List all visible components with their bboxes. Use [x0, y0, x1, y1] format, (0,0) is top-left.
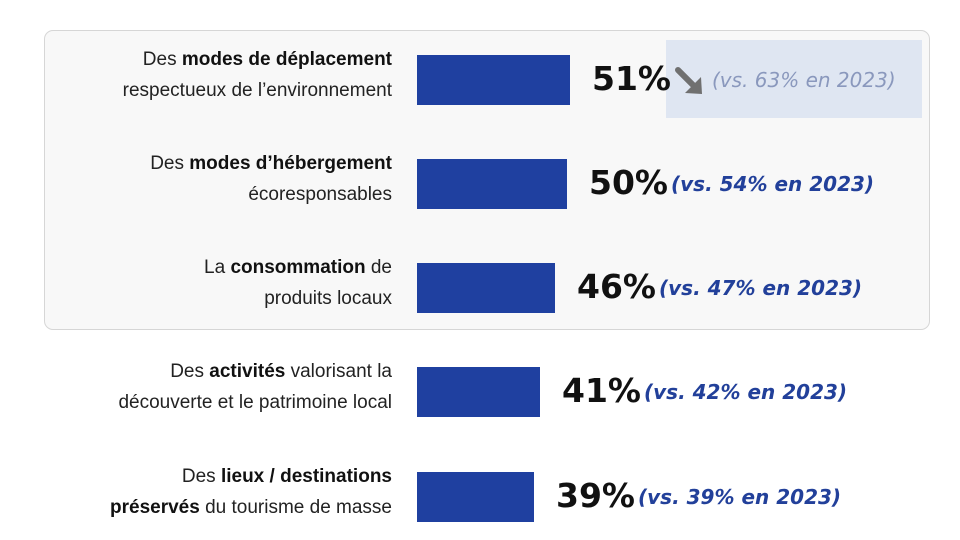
bar	[417, 263, 555, 313]
arrow-down-right-icon	[675, 67, 702, 94]
category-label-line: découverte et le patrimoine local	[32, 387, 392, 418]
label-bold-text: activités	[209, 361, 286, 382]
trend-highlight-box	[666, 40, 922, 118]
category-label-line: Des lieux / destinations	[32, 461, 392, 492]
category-label: Des modes de déplacement respectueux de l…	[32, 44, 392, 106]
category-label-line: produits locaux	[32, 283, 392, 314]
label-text: respectueux de l’environnement	[122, 80, 392, 101]
comparison-label: (vs. 47% en 2023)	[659, 276, 863, 300]
chart-row: Des lieux / destinations préservés du tou…	[0, 461, 960, 531]
label-text: Des	[142, 49, 182, 70]
category-label-line: La consommation de	[32, 252, 392, 283]
chart-row: La consommation de produits locaux 46% (vs.…	[0, 252, 960, 322]
category-label-line: écoresponsables	[32, 179, 392, 210]
bar	[417, 472, 534, 522]
label-text: Des	[150, 153, 190, 174]
label-text: La	[204, 257, 231, 278]
value-label: 51%	[592, 59, 671, 98]
comparison-label: (vs. 63% en 2023)	[712, 68, 896, 92]
category-label-line: préservés du tourisme de masse	[32, 492, 392, 523]
label-bold-text: modes d’hébergement	[189, 153, 392, 174]
category-label: Des modes d’hébergement écoresponsables	[32, 148, 392, 210]
value-label: 41%	[562, 371, 641, 410]
chart-row: Des modes de déplacement respectueux de l…	[0, 44, 960, 114]
bar	[417, 367, 540, 417]
label-text: découverte et le patrimoine local	[118, 392, 392, 413]
label-bold-text: lieux / destinations	[220, 466, 392, 487]
label-text: Des	[170, 361, 210, 382]
category-label-line: Des activités valorisant la	[32, 356, 392, 387]
label-text: de	[365, 257, 392, 278]
label-text: du tourisme de masse	[199, 497, 392, 518]
chart-row: Des activités valorisant la découverte et…	[0, 356, 960, 426]
label-bold-text: consommation	[230, 257, 366, 278]
category-label: Des activités valorisant la découverte et…	[32, 356, 392, 418]
label-text: écoresponsables	[248, 184, 392, 205]
category-label-line: respectueux de l’environnement	[32, 75, 392, 106]
category-label-line: Des modes d’hébergement	[32, 148, 392, 179]
label-bold-text: préservés	[110, 497, 200, 518]
label-bold-text: modes de déplacement	[181, 49, 392, 70]
value-label: 50%	[589, 163, 668, 202]
value-label: 39%	[556, 476, 635, 515]
category-label: Des lieux / destinations préservés du tou…	[32, 461, 392, 523]
comparison-label: (vs. 54% en 2023)	[671, 172, 875, 196]
comparison-label: (vs. 39% en 2023)	[638, 485, 842, 509]
comparison-label: (vs. 42% en 2023)	[644, 380, 848, 404]
category-label: La consommation de produits locaux	[32, 252, 392, 314]
bar	[417, 159, 567, 209]
category-label-line: Des modes de déplacement	[32, 44, 392, 75]
value-label: 46%	[577, 267, 656, 306]
bar	[417, 55, 570, 105]
chart-row: Des modes d’hébergement écoresponsables 50…	[0, 148, 960, 218]
label-text: valorisant la	[285, 361, 392, 382]
label-text: Des	[181, 466, 221, 487]
label-text: produits locaux	[264, 288, 392, 309]
